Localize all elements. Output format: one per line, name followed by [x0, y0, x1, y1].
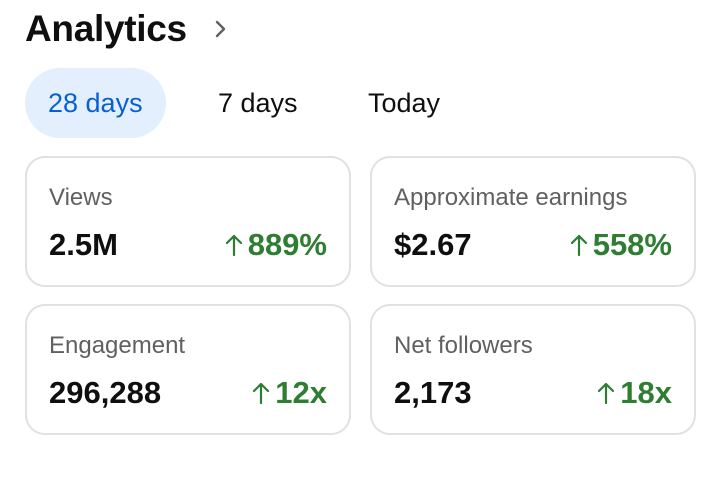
tab[interactable]: Today [368, 88, 441, 118]
metric-label: Net followers [394, 332, 533, 359]
up-arrow-icon [253, 382, 270, 405]
tab[interactable]: 28 days [25, 68, 166, 138]
metric-change: 12x [251, 375, 327, 411]
metric-value: 296,288 [49, 375, 162, 410]
metric-card[interactable]: Net followers 2,173 18x [370, 304, 696, 435]
metric-label: Views [49, 184, 113, 211]
metric-value: $2.67 [394, 227, 472, 262]
title[interactable]: Analytics [25, 8, 187, 49]
up-arrow-icon [570, 234, 587, 257]
change-text: 889% [247, 227, 327, 262]
metric-change: 558% [569, 227, 672, 263]
metric-card[interactable]: Engagement 296,288 12x [25, 304, 351, 435]
tab[interactable]: 7 days [218, 88, 298, 118]
change-text: 18x [620, 375, 672, 410]
metric-card[interactable]: Views 2.5M 889% [25, 156, 351, 287]
metric-change: 889% [224, 227, 327, 263]
metric-value: 2,173 [394, 375, 472, 410]
metric-value: 2.5M [49, 227, 118, 262]
metric-label: Engagement [49, 332, 186, 359]
metric-card[interactable]: Approximate earnings $2.67 558% [370, 156, 696, 287]
metric-change: 18x [596, 375, 672, 411]
up-arrow-icon [225, 234, 242, 257]
change-text: 12x [275, 375, 327, 410]
change-text: 558% [592, 227, 672, 262]
chevron-icon[interactable] [210, 16, 232, 42]
up-arrow-icon [598, 382, 615, 405]
metric-label: Approximate earnings [394, 184, 628, 211]
